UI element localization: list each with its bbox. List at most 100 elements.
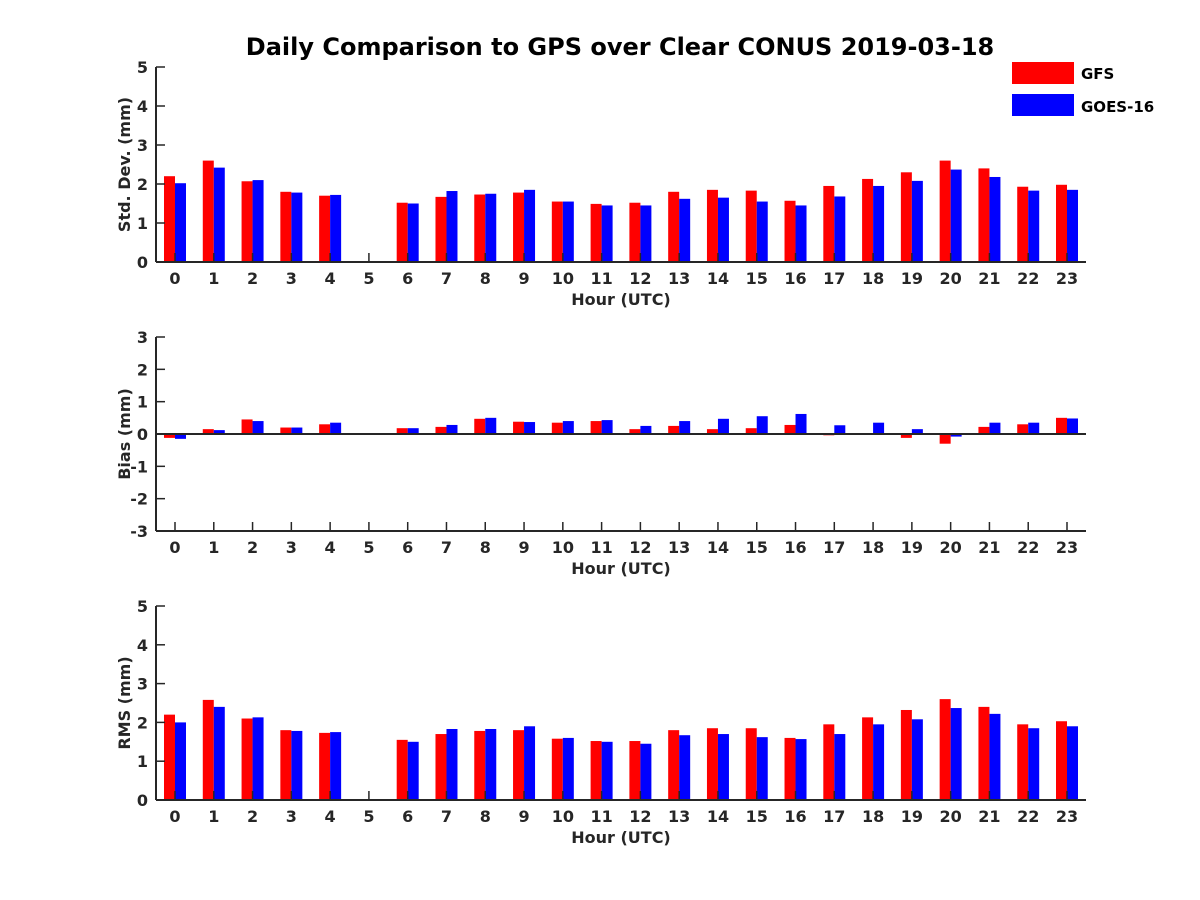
bar-bias-gfs-hour-8 [474,418,486,434]
x-tick-label-bias: 23 [1056,538,1078,557]
bar-stddev-gfs-hour-6 [396,202,408,262]
bar-rms-gfs-hour-14 [706,728,718,800]
x-tick-label-stddev: 15 [746,269,768,288]
bar-rms-gfs-hour-20 [939,699,951,800]
bar-rms-goes16-hour-13 [679,735,691,800]
y-tick-label-bias: 1 [137,393,148,412]
legend: GFS GOES-16 [1012,62,1154,116]
y-tick-label-bias: -3 [130,522,148,541]
x-tick-label-rms: 5 [363,807,374,826]
bar-bias-gfs-hour-16 [784,424,796,434]
bar-rms-goes16-hour-18 [873,724,885,800]
bar-rms-goes16-hour-22 [1028,728,1040,800]
bar-rms-gfs-hour-19 [900,709,912,800]
bar-rms-gfs-hour-7 [435,734,447,800]
x-tick-label-rms: 3 [286,807,297,826]
x-tick-label-stddev: 2 [247,269,258,288]
bar-bias-goes16-hour-6 [407,428,419,434]
bar-stddev-goes16-hour-19 [911,180,923,262]
x-tick-label-stddev: 16 [784,269,806,288]
x-tick-label-bias: 12 [629,538,651,557]
bar-stddev-gfs-hour-13 [668,191,680,262]
x-tick-label-stddev: 11 [590,269,612,288]
x-tick-label-stddev: 0 [169,269,180,288]
bar-bias-gfs-hour-21 [978,426,990,434]
bar-rms-goes16-hour-16 [795,739,807,800]
y-tick-label-stddev: 3 [137,136,148,155]
x-tick-label-bias: 0 [169,538,180,557]
bar-bias-gfs-hour-20 [939,434,951,444]
x-tick-label-bias: 9 [518,538,529,557]
bar-rms-goes16-hour-3 [291,730,303,800]
x-axis-label-stddev: Hour (UTC) [571,290,671,309]
bar-stddev-gfs-hour-21 [978,168,990,262]
bar-stddev-gfs-hour-1 [202,160,214,262]
y-tick-label-rms: 0 [137,791,148,810]
x-tick-label-stddev: 12 [629,269,651,288]
bar-rms-goes16-hour-7 [446,728,458,800]
bar-rms-gfs-hour-13 [668,730,680,800]
x-tick-label-bias: 3 [286,538,297,557]
x-tick-label-stddev: 23 [1056,269,1078,288]
bar-stddev-goes16-hour-18 [873,185,885,262]
x-tick-label-rms: 8 [480,807,491,826]
bar-rms-goes16-hour-20 [950,708,962,800]
x-tick-label-rms: 21 [978,807,1000,826]
bar-bias-gfs-hour-7 [435,426,447,434]
x-tick-label-bias: 1 [208,538,219,557]
bar-rms-gfs-hour-3 [280,730,292,800]
chart-title: Daily Comparison to GPS over Clear CONUS… [246,33,994,61]
bar-bias-gfs-hour-13 [668,425,680,434]
bar-stddev-goes16-hour-10 [562,201,574,262]
bar-stddev-gfs-hour-4 [319,195,331,262]
bar-rms-goes16-hour-21 [989,713,1001,800]
x-tick-label-stddev: 13 [668,269,690,288]
bar-bias-gfs-hour-19 [900,434,912,438]
bar-stddev-gfs-hour-3 [280,191,292,262]
bar-stddev-gfs-hour-17 [823,185,835,262]
bar-rms-gfs-hour-11 [590,741,602,800]
bar-bias-goes16-hour-2 [252,421,264,434]
bar-stddev-gfs-hour-10 [551,201,563,262]
bar-stddev-goes16-hour-16 [795,205,807,262]
bar-bias-goes16-hour-17 [834,425,846,434]
x-axis-label-rms: Hour (UTC) [571,828,671,847]
x-tick-label-bias: 2 [247,538,258,557]
bar-rms-goes16-hour-12 [640,743,652,800]
bar-stddev-gfs-hour-16 [784,200,796,262]
bar-stddev-goes16-hour-2 [252,180,264,262]
bar-bias-goes16-hour-12 [640,425,652,434]
bar-bias-gfs-hour-4 [319,424,331,434]
x-tick-label-rms: 13 [668,807,690,826]
x-tick-label-rms: 20 [940,807,962,826]
y-axis-label-stddev: Std. Dev. (mm) [115,97,134,232]
bar-bias-goes16-hour-15 [756,416,768,434]
x-tick-label-stddev: 19 [901,269,923,288]
bar-rms-gfs-hour-1 [202,699,214,800]
x-tick-label-bias: 22 [1017,538,1039,557]
x-tick-label-rms: 10 [552,807,574,826]
x-tick-label-stddev: 22 [1017,269,1039,288]
y-tick-label-stddev: 4 [137,97,148,116]
bar-rms-gfs-hour-18 [862,717,874,800]
x-tick-label-stddev: 21 [978,269,1000,288]
x-tick-label-bias: 20 [940,538,962,557]
bar-bias-gfs-hour-22 [1017,424,1029,434]
bar-rms-goes16-hour-1 [213,706,225,800]
x-tick-label-rms: 12 [629,807,651,826]
x-tick-label-bias: 11 [590,538,612,557]
bar-stddev-gfs-hour-18 [862,178,874,262]
bar-rms-goes16-hour-9 [524,726,536,800]
bar-stddev-gfs-hour-22 [1017,186,1029,262]
legend-label-goes16: GOES-16 [1081,98,1154,116]
bar-rms-goes16-hour-10 [562,737,574,800]
x-tick-label-rms: 15 [746,807,768,826]
x-tick-label-stddev: 7 [441,269,452,288]
y-axis-label-bias: Bias (mm) [115,388,134,480]
bar-rms-gfs-hour-0 [164,714,175,800]
x-tick-label-stddev: 6 [402,269,413,288]
bar-rms-gfs-hour-6 [396,739,408,800]
x-tick-label-rms: 17 [823,807,845,826]
x-tick-label-stddev: 4 [325,269,336,288]
